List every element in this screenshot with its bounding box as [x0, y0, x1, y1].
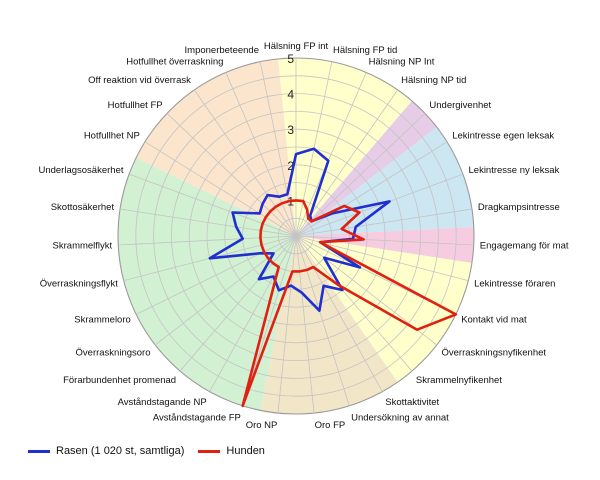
category-label: Skottaktivitet [385, 397, 439, 408]
grid-spoke [295, 235, 315, 414]
tick-label: 2 [287, 159, 294, 173]
category-label: Avståndstagande FP [153, 412, 241, 423]
category-label: Hotfullhet NP [84, 131, 140, 142]
category-label: Hälsning NP tid [401, 75, 466, 86]
grid-spoke [225, 72, 297, 237]
category-label: Lekintresse ny leksak [469, 165, 560, 176]
legend-swatch-rasen [28, 449, 50, 453]
tick-label: 3 [287, 123, 294, 137]
category-label: Off reaktion vid överrask [88, 75, 191, 86]
category-label: Imponerbeteende [185, 45, 259, 56]
category-label: Hotfullhet överraskning [126, 56, 223, 67]
category-label: Underlagsosäkerhet [38, 165, 123, 176]
sector-band [277, 58, 412, 237]
category-label: Engagemang för mat [480, 241, 569, 252]
sector-band [296, 226, 474, 263]
grid-spoke [295, 235, 474, 246]
series-line-rasen [208, 147, 391, 313]
data-series [208, 147, 458, 408]
grid-spoke [144, 141, 297, 237]
legend: Rasen (1 020 st, samtliga) Hunden [28, 445, 279, 457]
category-label: Lekintresse föraren [474, 279, 555, 290]
grid-spoke [193, 89, 297, 237]
category-label: Hälsning NP Int [369, 56, 435, 67]
category-label: Kontakt vid mat [461, 315, 527, 326]
legend-item-rasen: Rasen (1 020 st, samtliga) [28, 445, 184, 457]
grid-spoke [136, 235, 297, 315]
grid-spoke [295, 208, 473, 237]
legend-swatch-hunden [198, 449, 221, 453]
category-label: Överraskningsoro [76, 347, 151, 358]
grid-spoke [295, 235, 350, 406]
category-label: Överraskningsflykt [40, 279, 118, 290]
grid-spoke [259, 61, 297, 237]
sector-band [260, 236, 398, 414]
grid-spoke [295, 235, 413, 372]
grid-spoke [209, 235, 297, 392]
grid-spoke [277, 235, 297, 414]
grid-spoke [295, 141, 448, 237]
tick-label: 5 [287, 52, 294, 66]
category-label: Oro NP [246, 420, 278, 431]
grid-spoke [118, 235, 297, 246]
grid-spoke [128, 173, 297, 237]
grid-spoke [166, 113, 297, 237]
sector-band [118, 157, 297, 411]
category-label: Hälsning FP int [264, 41, 329, 52]
legend-item-hunden: Hunden [198, 445, 265, 457]
category-label: Lekintresse egen leksak [452, 131, 554, 142]
category-label: Skrammeloro [74, 315, 131, 326]
sector-band [296, 236, 472, 383]
category-label: Hälsning FP tid [333, 45, 397, 56]
category-label: Undersökning av annat [351, 412, 449, 423]
grid-spoke [295, 235, 383, 392]
category-label: Förarbundenhet promenad [63, 375, 176, 386]
grid-spoke [295, 89, 399, 237]
category-label: Skrammelflykt [53, 241, 113, 252]
tick-label: 4 [287, 88, 294, 102]
grid-spoke [119, 208, 297, 237]
category-label: Undergivenhet [429, 100, 491, 111]
category-label: Oro FP [315, 420, 346, 431]
grid-spoke [179, 235, 297, 372]
legend-label-rasen: Rasen (1 020 st, samtliga) [56, 445, 185, 457]
grid-spoke [295, 113, 426, 237]
grid-spoke [242, 235, 297, 406]
category-label: Dragkampsintresse [478, 202, 560, 213]
category-label: Avståndstagande NP [118, 397, 207, 408]
legend-label-hunden: Hunden [226, 445, 265, 457]
grid-spoke [295, 173, 464, 237]
category-label: Skrammelnyfikenhet [416, 375, 502, 386]
series-line-hunden [241, 199, 458, 408]
category-label: Överraskningsnyfikenhet [442, 347, 547, 358]
sector-band [136, 58, 296, 236]
category-label: Skottosäkerhet [51, 202, 115, 213]
category-label: Hotfullhet FP [108, 100, 163, 111]
